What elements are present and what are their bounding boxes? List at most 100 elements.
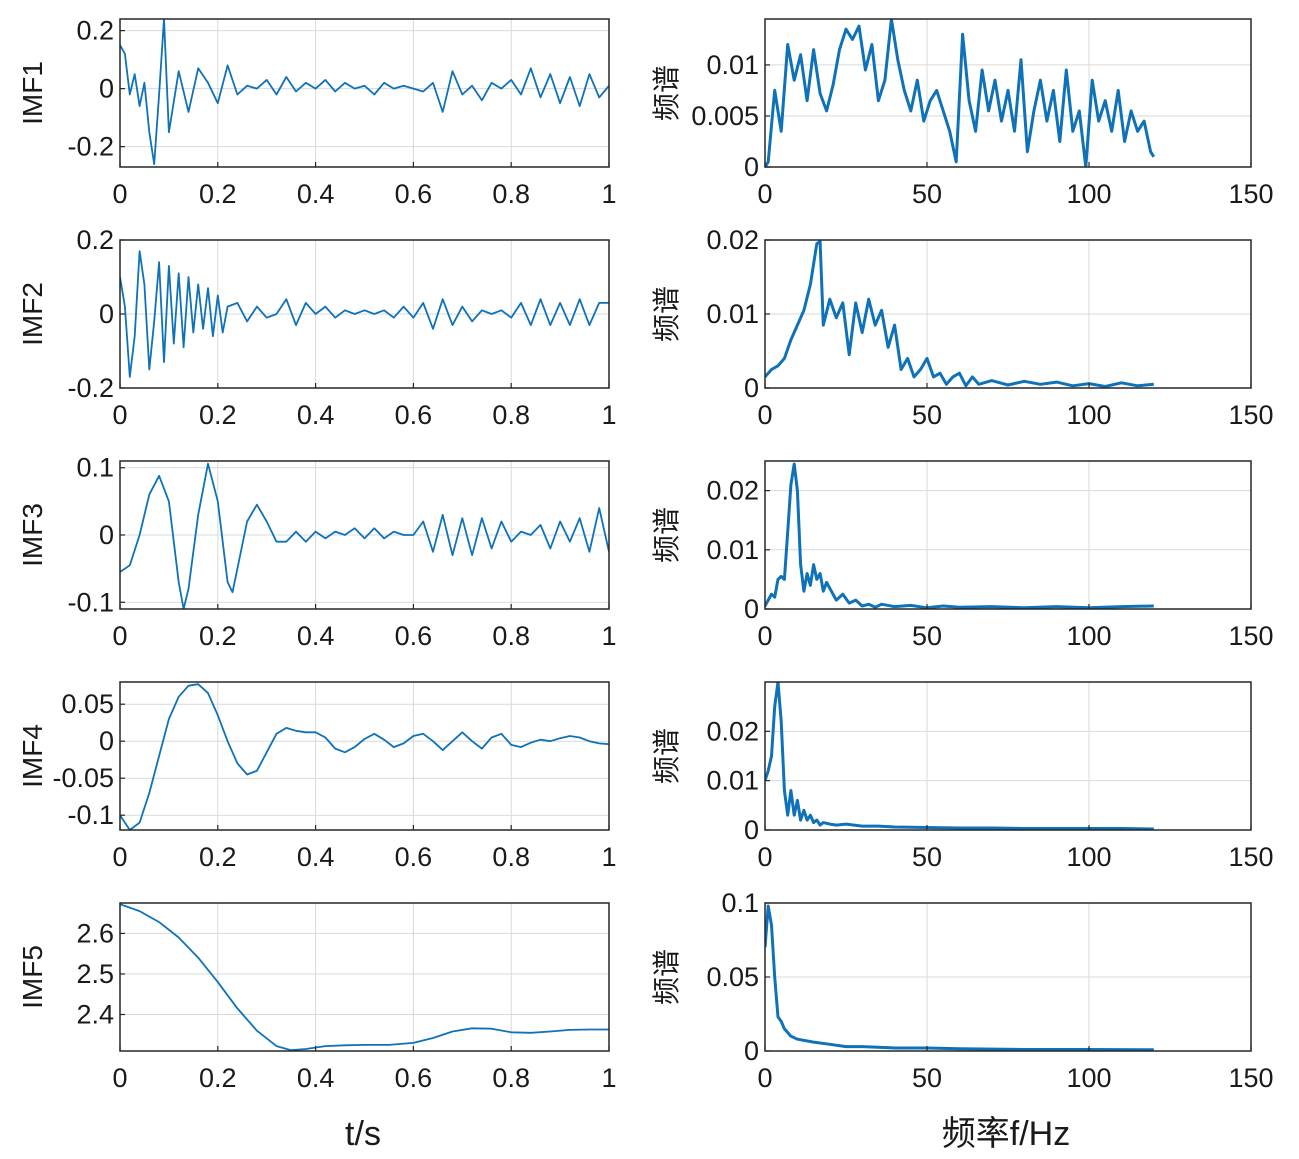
- imf4-spectrum-series-line: [765, 682, 1154, 830]
- imf4-spectrum-ytick-label-1: 0.01: [706, 766, 759, 796]
- imf4-time-xtick-label-5: 1: [601, 842, 616, 872]
- imf2-time-series-line: [120, 250, 609, 378]
- imf2-time-xtick-label-4: 0.8: [492, 400, 530, 430]
- imf2-time-xtick-label-2: 0.4: [297, 400, 335, 430]
- imf5-time-axes-box: [119, 902, 610, 1052]
- imf4-time-ytick-label-3: 0.05: [61, 689, 114, 719]
- imf5-spectrum-ytick-label-2: 0.1: [721, 888, 759, 918]
- imf4-spectrum-ytick-label-0: 0: [744, 815, 759, 845]
- imf5-spectrum-xtick-label-1: 50: [912, 1063, 942, 1093]
- imf1-spectrum-xtick-label-2: 100: [1066, 179, 1111, 209]
- imf2-spectrum-ytick-label-0: 0: [744, 373, 759, 403]
- imf4-spectrum-xtick-label-0: 0: [757, 842, 772, 872]
- imf5-spectrum-xtick-label-2: 100: [1066, 1063, 1111, 1093]
- imf1-time-xtick-label-5: 1: [601, 179, 616, 209]
- imf4-spectrum-xtick-label-1: 50: [912, 842, 942, 872]
- imf1-spectrum-series-line: [765, 19, 1156, 167]
- imf2-time-ytick-label-1: 0: [99, 299, 114, 329]
- imf3-spectrum-ytick-label-1: 0.01: [706, 535, 759, 565]
- imf5-time-ytick-label-1: 2.5: [76, 959, 114, 989]
- imf2-spectrum-ytick-label-2: 0.02: [706, 225, 759, 255]
- imf4-time-ytick-label-1: -0.05: [52, 763, 114, 793]
- imf4-time-xtick-label-2: 0.4: [297, 842, 335, 872]
- imf1-time-ylabel: IMF1: [17, 61, 48, 125]
- imf1-spectrum-ytick-label-0: 0: [744, 152, 759, 182]
- imf5-time-xtick-label-4: 0.8: [492, 1063, 530, 1093]
- imf1-time-xtick-label-1: 0.2: [199, 179, 237, 209]
- imf4-spectrum-plot-area: [765, 682, 1251, 830]
- imf3-spectrum-xtick-label-3: 150: [1228, 621, 1273, 651]
- imf3-spectrum-ylabel: 频谱: [651, 507, 682, 563]
- imf5-time-xtick-label-5: 1: [601, 1063, 616, 1093]
- imf4-time-axes-box: [119, 681, 610, 831]
- imf1-spectrum-ytick-label-2: 0.01: [706, 50, 759, 80]
- imf4-spectrum-ylabel: 频谱: [651, 728, 682, 784]
- imf5-time-ytick-label-0: 2.4: [76, 1000, 114, 1030]
- imf3-time-panel: 0 0.2 0.4 0.6 0.8 1 -0.1 0 0.1 IMF3: [17, 453, 617, 651]
- imf5-spectrum-ytick-label-1: 0.05: [706, 962, 759, 992]
- imf2-spectrum-series-line: [765, 240, 1154, 388]
- imf3-time-ylabel: IMF3: [17, 503, 48, 567]
- imf4-time-xtick-label-0: 0: [112, 842, 127, 872]
- imf5-spectrum-ylabel: 频谱: [651, 949, 682, 1005]
- imf3-time-xtick-label-1: 0.2: [199, 621, 237, 651]
- imf2-time-xtick-label-1: 0.2: [199, 400, 237, 430]
- imf1-time-ytick-label-0: -0.2: [67, 132, 114, 162]
- imf2-spectrum-ylabel: 频谱: [651, 286, 682, 342]
- imf1-time-xtick-label-2: 0.4: [297, 179, 335, 209]
- imf1-time-plot-area: [120, 19, 609, 167]
- imf5-spectrum-xtick-label-3: 150: [1228, 1063, 1273, 1093]
- imf1-time-ytick-label-1: 0: [99, 74, 114, 104]
- imf1-spectrum-ylabel: 频谱: [651, 65, 682, 121]
- imf1-time-panel: 0 0.2 0.4 0.6 0.8 1 -0.2 0 0.2 IMF1: [17, 16, 617, 209]
- imf4-time-plot-area: [120, 682, 609, 830]
- imf4-time-ytick-label-0: -0.1: [67, 800, 114, 830]
- imf1-time-series-line: [120, 19, 609, 166]
- imf3-spectrum-xtick-label-0: 0: [757, 621, 772, 651]
- imf3-time-xtick-label-3: 0.6: [395, 621, 433, 651]
- imf2-time-ytick-label-0: -0.2: [67, 373, 114, 403]
- imf5-time-panel: 0 0.2 0.4 0.6 0.8 1 2.4 2.5 2.6 IMF5: [17, 902, 617, 1093]
- imf3-time-xtick-label-4: 0.8: [492, 621, 530, 651]
- imf3-spectrum-ytick-label-0: 0: [744, 594, 759, 624]
- imf4-time-panel: 0 0.2 0.4 0.6 0.8 1 -0.1 -0.05 0 0.05 IMF4: [17, 681, 617, 872]
- imf1-spectrum-ytick-label-1: 0.005: [691, 101, 759, 131]
- imf1-time-axes-box: [119, 18, 610, 168]
- imf3-spectrum-series-line: [765, 462, 1154, 609]
- imf3-spectrum-ytick-label-2: 0.02: [706, 476, 759, 506]
- imf3-spectrum-xtick-label-1: 50: [912, 621, 942, 651]
- imf3-time-ytick-label-1: 0: [99, 520, 114, 550]
- imf2-time-ytick-label-2: 0.2: [76, 225, 114, 255]
- imf3-spectrum-axes-box: [764, 460, 1252, 610]
- imf5-time-ytick-label-2: 2.6: [76, 918, 114, 948]
- imf1-spectrum-panel: 0 50 100 150 0 0.005 0.01 频谱: [651, 18, 1274, 209]
- imf4-spectrum-axes-box: [764, 681, 1252, 831]
- imf5-time-xtick-label-1: 0.2: [199, 1063, 237, 1093]
- imf1-spectrum-xtick-label-3: 150: [1228, 179, 1273, 209]
- imf5-spectrum-xtick-label-0: 0: [757, 1063, 772, 1093]
- imf5-spectrum-panel: 0 50 100 150 0 0.05 0.1 频谱: [651, 888, 1274, 1093]
- imf3-time-series-line: [120, 462, 609, 609]
- imf2-time-xtick-label-3: 0.6: [395, 400, 433, 430]
- imf3-time-xtick-label-5: 1: [601, 621, 616, 651]
- imf3-spectrum-plot-area: [765, 461, 1251, 609]
- frequency-axis-label: 频率f/Hz: [942, 1115, 1070, 1153]
- imf2-time-ylabel: IMF2: [17, 282, 48, 346]
- imf4-time-ylabel: IMF4: [17, 724, 48, 788]
- imf1-spectrum-xtick-label-0: 0: [757, 179, 772, 209]
- imf3-time-xtick-label-0: 0: [112, 621, 127, 651]
- imf1-time-xtick-label-3: 0.6: [395, 179, 433, 209]
- imf3-spectrum-xtick-label-2: 100: [1066, 621, 1111, 651]
- imf4-time-xtick-label-1: 0.2: [199, 842, 237, 872]
- imf4-spectrum-ytick-label-2: 0.02: [706, 716, 759, 746]
- imf2-spectrum-xtick-label-1: 50: [912, 400, 942, 430]
- imf4-time-series-line: [120, 683, 609, 830]
- imf5-time-ylabel: IMF5: [17, 945, 48, 1009]
- imf3-time-ytick-label-2: 0.1: [76, 453, 114, 483]
- time-axis-label: t/s: [345, 1115, 381, 1153]
- imf5-spectrum-series-line: [765, 904, 1154, 1051]
- imf4-time-xtick-label-4: 0.8: [492, 842, 530, 872]
- imf2-spectrum-panel: 0 50 100 150 0 0.01 0.02 频谱: [651, 225, 1274, 430]
- imf2-spectrum-xtick-label-3: 150: [1228, 400, 1273, 430]
- imf2-spectrum-xtick-label-2: 100: [1066, 400, 1111, 430]
